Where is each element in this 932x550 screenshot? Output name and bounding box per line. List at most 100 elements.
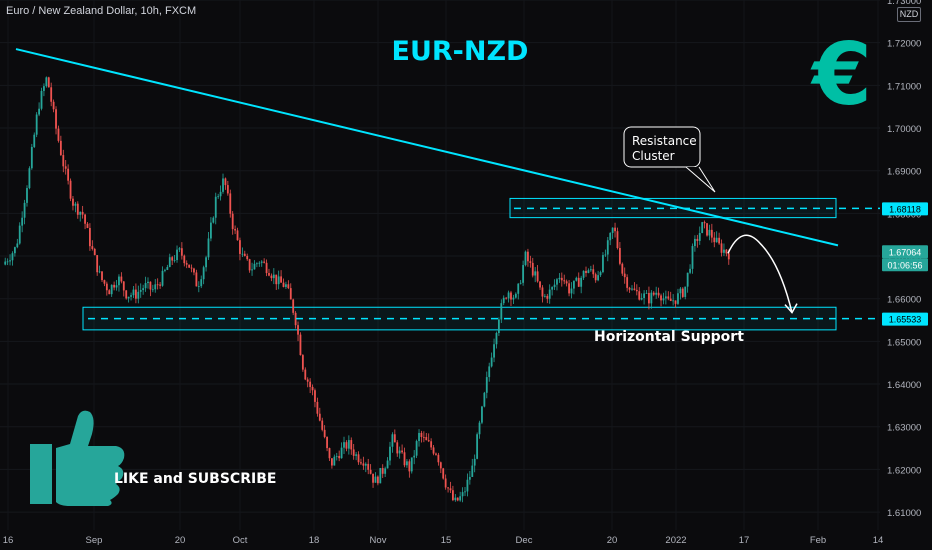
- candle-body: [631, 288, 633, 290]
- symbol-title[interactable]: Euro / New Zealand Dollar, 10h, FXCM: [6, 5, 197, 17]
- candle-body: [604, 254, 607, 256]
- candle-body: [333, 456, 336, 466]
- candle-body: [602, 255, 604, 273]
- candle-body: [214, 196, 217, 218]
- time-axis[interactable]: 16 Sep 20 Oct 18 Nov 15 Dec 20 2022 17 Feb 14: [3, 535, 884, 546]
- candle-body: [134, 289, 137, 299]
- resistance-label-line2: Cluster: [632, 149, 675, 163]
- candle-body: [118, 276, 120, 286]
- candle-body: [299, 334, 302, 356]
- candle-body: [4, 261, 7, 265]
- candle-body: [347, 440, 350, 449]
- candle-body: [311, 386, 314, 391]
- candle-body: [439, 462, 442, 469]
- candle-body: [350, 440, 353, 450]
- candle-body: [435, 453, 437, 455]
- candle-body: [573, 280, 575, 289]
- candle-body: [689, 268, 691, 273]
- candle-body: [321, 420, 324, 430]
- candle-body: [577, 277, 580, 287]
- x-tick-label: 15: [441, 535, 452, 546]
- candle-body: [331, 458, 333, 466]
- candle-body: [64, 166, 67, 169]
- candle-body: [657, 292, 660, 296]
- candle-body: [379, 468, 382, 484]
- x-tick-label: Oct: [233, 535, 248, 546]
- candle-body: [534, 271, 537, 276]
- candle-body: [442, 468, 445, 479]
- candle-body: [614, 227, 616, 232]
- candle-body: [725, 249, 728, 254]
- currency-badge[interactable]: NZD: [897, 7, 921, 22]
- candle-body: [50, 87, 53, 102]
- projection-arrowhead: [784, 303, 798, 314]
- candle-body: [35, 114, 38, 135]
- candle-body: [500, 303, 503, 320]
- candle-body: [251, 269, 253, 271]
- candle-body: [224, 178, 227, 186]
- candle-body: [345, 442, 348, 449]
- candle-body: [606, 240, 609, 255]
- candle-body: [367, 463, 370, 470]
- y-tick-label: 1.71000: [887, 81, 921, 92]
- x-tick-label: 14: [873, 535, 884, 546]
- candle-body: [401, 450, 403, 453]
- candle-body: [664, 296, 667, 299]
- candle-body: [23, 202, 26, 218]
- candle-body: [560, 277, 563, 281]
- candle-body: [171, 257, 174, 261]
- candle-body: [161, 270, 164, 286]
- candle-body: [563, 280, 566, 282]
- candle-body: [40, 90, 43, 109]
- candle-body: [280, 276, 282, 283]
- candle-body: [200, 279, 203, 287]
- candle-body: [541, 287, 544, 297]
- candle-body: [609, 232, 612, 241]
- trendline: [15, 48, 839, 247]
- candle-body: [718, 237, 721, 244]
- candle-body: [667, 296, 670, 299]
- candle-body: [517, 283, 520, 294]
- candle-body: [660, 295, 662, 301]
- chart-title: EUR-NZD: [392, 36, 529, 67]
- candle-body: [16, 243, 19, 248]
- candle-body: [287, 284, 290, 289]
- candle-body: [655, 292, 658, 295]
- candle-body: [96, 255, 99, 273]
- candle-body: [633, 288, 636, 290]
- candle-body: [67, 168, 70, 181]
- candle-body: [101, 271, 103, 281]
- candle-body: [643, 293, 645, 299]
- candle-body: [55, 109, 57, 129]
- candle-body: [207, 238, 210, 258]
- candle-body: [113, 284, 116, 288]
- candle-body: [369, 469, 372, 474]
- candle-body: [452, 490, 454, 501]
- candle-body: [132, 289, 135, 296]
- candle-body: [74, 203, 77, 206]
- candle-body: [268, 273, 270, 276]
- candle-body: [241, 253, 244, 255]
- candle-body: [127, 296, 130, 299]
- candle-body: [502, 297, 505, 304]
- candle-body: [59, 140, 62, 156]
- y-tick-label: 1.61000: [887, 508, 921, 519]
- candle-body: [422, 436, 425, 438]
- candle-body: [582, 270, 585, 278]
- candle-body: [355, 454, 358, 456]
- candle-body: [217, 196, 220, 198]
- candle-body: [328, 448, 331, 459]
- candle-body: [616, 231, 619, 248]
- candle-body: [166, 267, 169, 270]
- candle-body: [720, 243, 723, 253]
- candle-body: [289, 288, 292, 300]
- candle-body: [677, 293, 679, 304]
- candle-body: [556, 279, 558, 285]
- candle-body: [173, 260, 176, 261]
- candle-body: [674, 300, 677, 304]
- candle-body: [481, 406, 483, 423]
- candle-body: [130, 295, 132, 297]
- candle-body: [597, 275, 600, 281]
